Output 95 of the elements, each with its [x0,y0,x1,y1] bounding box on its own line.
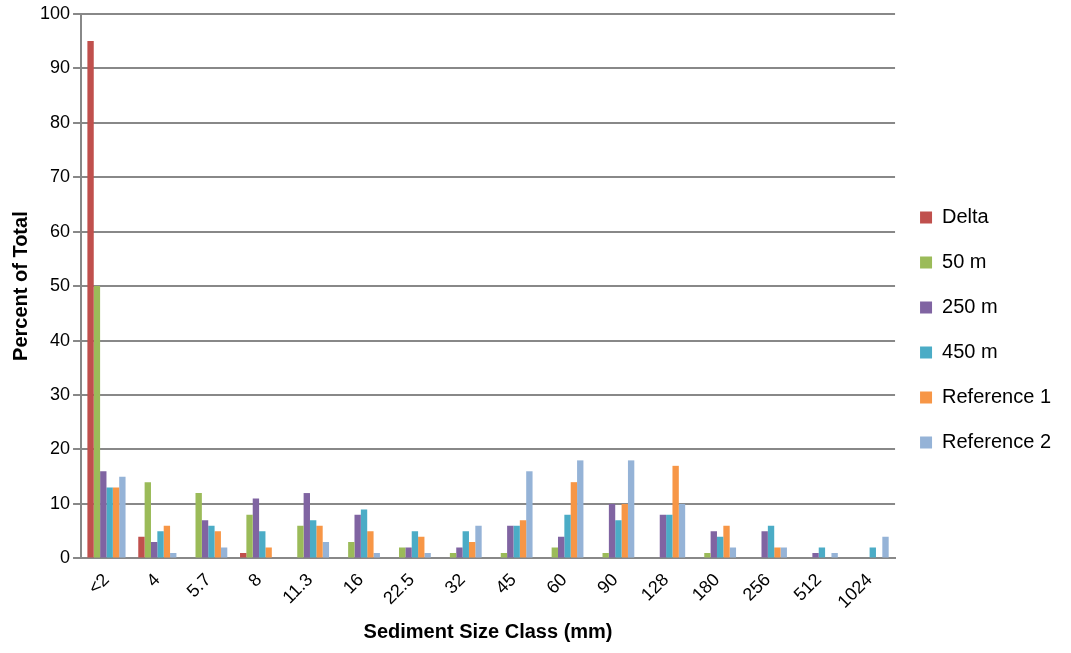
y-tick-label: 90 [50,57,71,78]
x-tick-label: 5.7 [182,569,215,602]
legend-label: 250 m [942,295,998,318]
bar [93,286,101,558]
bar [513,525,520,558]
y-tick-label: 0 [60,547,71,568]
x-tick-label: 256 [738,569,775,605]
bar [678,503,686,558]
bar [405,547,412,558]
x-tick-label: 16 [338,569,368,598]
bar [87,41,94,558]
x-tick-label: 4 [142,569,164,591]
y-tick-label: 80 [50,111,71,132]
legend-label: Reference 1 [942,385,1052,408]
x-axis-title: Sediment Size Class (mm) [363,619,613,642]
x-tick-label: <2 [84,569,113,598]
x-tick-label: 128 [637,569,673,605]
bar [577,460,584,558]
bar [526,471,533,558]
bar [138,536,145,558]
bar [468,542,476,558]
bar [627,460,635,558]
bar [831,552,838,558]
bar [704,552,711,558]
x-tick-label: 32 [440,569,469,598]
bar [557,536,565,558]
bar [163,525,171,558]
x-tick-label: 180 [687,569,724,605]
y-tick-label: 30 [50,384,71,404]
y-axis-title: Percent of Total [8,211,31,361]
legend-label: Delta [942,205,990,228]
bar [309,520,317,558]
bar [119,476,126,558]
bar [456,547,463,558]
bar [259,531,266,558]
bar [621,503,628,558]
x-tick-label: 8 [244,569,266,591]
bar [303,493,310,558]
bar [360,509,368,558]
bar [322,542,330,558]
legend-label: 50 m [942,250,987,273]
bar [761,531,768,558]
bar [666,514,673,558]
bar [659,514,667,558]
bar [106,487,113,558]
bar [367,531,374,558]
bar [424,552,431,558]
bar [418,536,425,558]
bar [723,525,730,558]
bar [348,542,355,558]
y-tick-label: 20 [50,438,71,459]
y-tick-label: 100 [39,2,71,23]
x-tick-label: 45 [491,569,520,598]
bar [812,552,819,558]
bar [564,514,571,558]
bar [112,487,120,558]
bar [507,525,514,558]
bar [214,531,221,558]
y-tick-label: 70 [50,166,71,187]
bar [297,525,304,558]
bar [201,520,209,558]
bar [462,531,469,558]
legend-label: 450 m [942,340,998,363]
bar [767,525,775,558]
bar [519,520,527,558]
bar [265,547,272,558]
bar [615,520,622,558]
x-tick-label: 90 [593,569,622,598]
bar [716,536,724,558]
y-tick-label: 40 [50,329,71,350]
bar [774,547,781,558]
bar [608,503,616,558]
bar [144,482,151,558]
bar [475,525,482,558]
legend-label: Reference 2 [942,430,1052,453]
bar [354,514,361,558]
bar [570,482,578,558]
bar [252,498,260,558]
bar [316,525,323,558]
bar [208,525,215,558]
bar [157,531,164,558]
x-tick-label: 512 [789,569,826,605]
bar [195,493,202,558]
x-tick-label: 60 [542,569,571,598]
bar [710,531,717,558]
x-tick-label: 11.3 [278,569,317,608]
bar [246,514,253,558]
bar [411,531,419,558]
y-tick-label: 60 [50,220,71,241]
y-tick-label: 50 [50,275,71,296]
bar [100,471,107,558]
y-tick-label: 10 [50,492,71,513]
bar [882,536,889,558]
bar [672,465,679,558]
bar [150,542,158,558]
